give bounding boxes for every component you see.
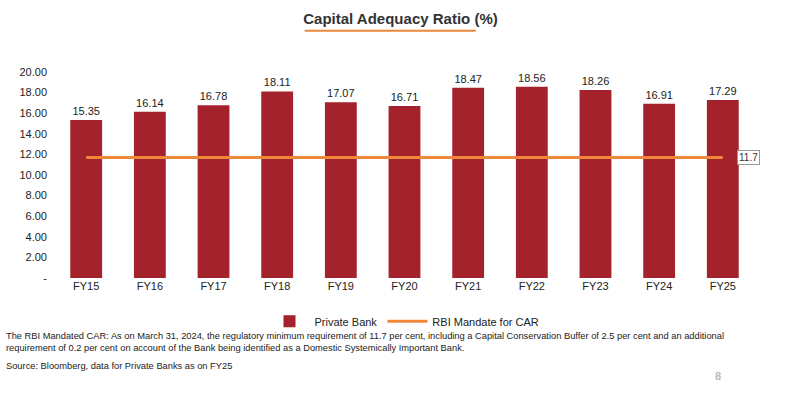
svg-text:FY23: FY23 (582, 280, 608, 292)
svg-text:-: - (43, 272, 47, 284)
html-text:The RBI Mandated CAR: As on Ma: The RBI Mandated CAR: As on March 31, 20… (6, 331, 724, 353)
svg-text:18.47: 18.47 (454, 73, 482, 85)
svg-text:16.78: 16.78 (200, 90, 228, 102)
svg-text:16.91: 16.91 (645, 89, 673, 101)
svg-text:FY17: FY17 (200, 280, 226, 292)
svg-text:FY16: FY16 (137, 280, 163, 292)
svg-text:17.29: 17.29 (709, 85, 737, 97)
svg-text:FY24: FY24 (646, 280, 672, 292)
svg-text:11.7: 11.7 (739, 152, 758, 163)
svg-text:6.00: 6.00 (26, 210, 47, 222)
svg-text:FY21: FY21 (455, 280, 481, 292)
svg-text:Private Bank: Private Bank (315, 316, 378, 328)
svg-text:Capital Adequacy Ratio (%): Capital Adequacy Ratio (%) (303, 10, 497, 27)
svg-text:FY15: FY15 (73, 280, 99, 292)
svg-text:12.00: 12.00 (19, 148, 47, 160)
svg-text:FY18: FY18 (264, 280, 290, 292)
svg-text:FY22: FY22 (519, 280, 545, 292)
svg-text:FY19: FY19 (328, 280, 354, 292)
html-text:Source: Bloomberg, data for Pr: Source: Bloomberg, data for Private Bank… (6, 361, 233, 371)
html-text:8: 8 (714, 370, 721, 382)
svg-text:14.00: 14.00 (19, 128, 47, 140)
svg-text:18.26: 18.26 (582, 75, 610, 87)
svg-text:8.00: 8.00 (26, 189, 47, 201)
svg-text:18.00: 18.00 (19, 86, 47, 98)
svg-text:2.00: 2.00 (26, 251, 47, 263)
svg-text:16.00: 16.00 (19, 107, 47, 119)
svg-text:17.07: 17.07 (327, 87, 355, 99)
svg-text:4.00: 4.00 (26, 231, 47, 243)
svg-text:16.71: 16.71 (391, 91, 419, 103)
svg-text:FY25: FY25 (710, 280, 736, 292)
svg-text:RBI Mandate for CAR: RBI Mandate for CAR (432, 316, 538, 328)
svg-text:20.00: 20.00 (19, 66, 47, 78)
svg-text:18.56: 18.56 (518, 72, 546, 84)
svg-text:18.11: 18.11 (264, 76, 291, 88)
svg-text:16.14: 16.14 (136, 97, 164, 109)
svg-text:10.00: 10.00 (19, 169, 47, 181)
svg-text:15.35: 15.35 (72, 105, 100, 117)
svg-text:FY20: FY20 (391, 280, 417, 292)
